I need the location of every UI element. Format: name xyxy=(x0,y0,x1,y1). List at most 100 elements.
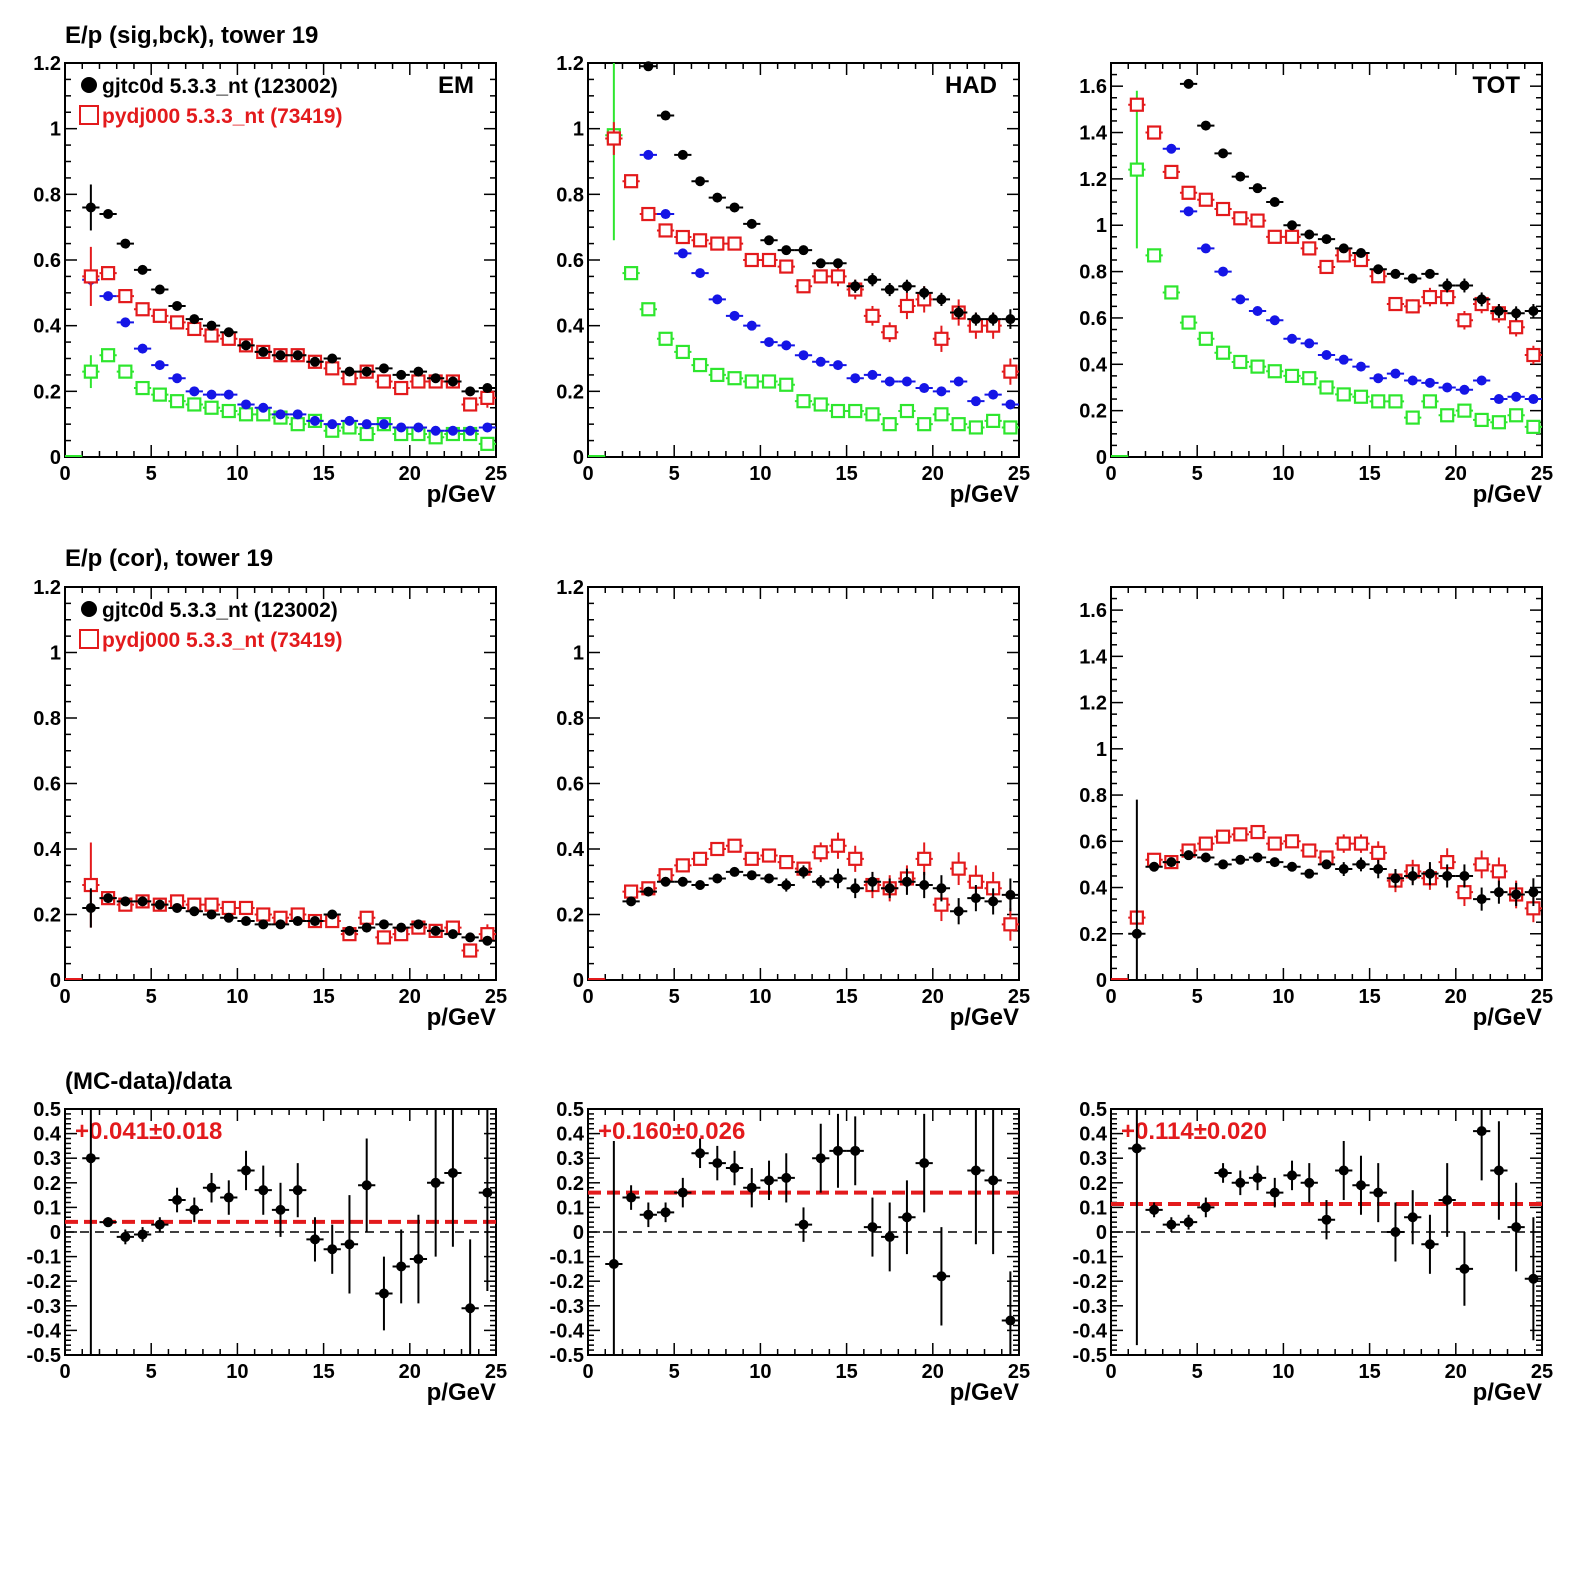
data-point xyxy=(623,266,639,281)
data-point xyxy=(815,258,826,269)
data-point xyxy=(1215,345,1231,360)
data-point xyxy=(361,922,372,933)
data-point xyxy=(85,202,96,213)
series-black-dot xyxy=(1179,78,1542,321)
data-point xyxy=(465,932,476,943)
data-point xyxy=(1164,285,1179,300)
data-point xyxy=(677,876,688,887)
data-point xyxy=(482,935,493,946)
data-point xyxy=(1183,1217,1194,1228)
data-point xyxy=(256,907,271,922)
data-point xyxy=(1287,333,1298,344)
data-point xyxy=(1390,873,1401,884)
data-point xyxy=(103,893,114,904)
legend-label-data: gjtc0d 5.3.3_nt (123002) xyxy=(102,599,338,622)
data-point xyxy=(1388,296,1403,312)
data-point xyxy=(1336,836,1351,851)
y-tick-label: 0 xyxy=(1096,447,1107,469)
data-point xyxy=(1250,213,1265,228)
data-point xyxy=(850,883,861,894)
data-point xyxy=(344,415,355,426)
data-point xyxy=(936,294,947,305)
data-point xyxy=(710,236,725,251)
data-point xyxy=(1509,408,1524,423)
data-point xyxy=(1390,368,1401,379)
data-point xyxy=(675,229,690,245)
data-point xyxy=(327,1244,338,1255)
data-point xyxy=(275,919,286,930)
data-point xyxy=(623,174,639,189)
data-point xyxy=(675,858,690,873)
data-point xyxy=(1269,1187,1280,1198)
data-point xyxy=(1149,861,1160,872)
y-tick-label: 1.2 xyxy=(556,577,584,599)
data-point xyxy=(1304,338,1315,349)
data-point xyxy=(413,1254,424,1265)
data-point xyxy=(695,268,706,279)
data-point xyxy=(172,902,183,913)
x-tick-label: 0 xyxy=(1105,1361,1116,1383)
data-point xyxy=(1183,850,1194,861)
y-tick-label: 1.2 xyxy=(556,53,584,75)
data-point xyxy=(1442,870,1453,881)
x-tick-label: 5 xyxy=(669,986,680,1008)
data-point xyxy=(120,896,131,907)
data-point xyxy=(1215,829,1231,844)
data-point xyxy=(1319,380,1334,395)
y-tick-label: 0.6 xyxy=(1079,308,1107,330)
data-point xyxy=(1424,1239,1435,1250)
data-point xyxy=(223,912,234,923)
series-green-open xyxy=(1128,90,1542,434)
data-point xyxy=(309,916,320,927)
data-point xyxy=(378,919,389,930)
data-point xyxy=(238,407,254,422)
data-point xyxy=(695,176,706,187)
data-point xyxy=(1218,1167,1229,1178)
panel-row1-TOT: 0 5 10 15 20 25p/GeV 0 0.2 0.4 0.6 0.8 1 1.2 1.4 1.6 TO… xyxy=(1079,62,1553,508)
data-point xyxy=(103,209,114,220)
data-point xyxy=(884,1231,895,1242)
data-point xyxy=(1526,347,1541,363)
data-point xyxy=(1287,861,1298,872)
data-point xyxy=(867,876,878,887)
data-point xyxy=(1304,868,1315,879)
data-point xyxy=(1459,280,1470,291)
data-point xyxy=(899,403,915,419)
legend-label-data: gjtc0d 5.3.3_nt (123002) xyxy=(102,75,338,98)
data-point xyxy=(120,238,131,249)
data-point xyxy=(1287,1170,1298,1181)
data-point xyxy=(290,417,305,432)
data-point xyxy=(344,925,355,936)
x-tick-label: 20 xyxy=(922,1361,944,1383)
x-tick-label: 15 xyxy=(835,986,857,1008)
data-point xyxy=(413,366,424,377)
data-point xyxy=(241,1165,252,1176)
x-tick-label: 15 xyxy=(312,1361,334,1383)
y-tick-label: 0.4 xyxy=(33,1124,62,1146)
data-point xyxy=(1269,197,1280,208)
data-point xyxy=(85,902,96,913)
data-point xyxy=(660,876,671,887)
data-point xyxy=(919,880,930,891)
data-point xyxy=(1442,280,1453,291)
data-point xyxy=(137,1229,148,1240)
data-point xyxy=(172,1195,183,1206)
x-tick-label: 0 xyxy=(582,1361,593,1383)
y-tick-label: 1.6 xyxy=(1079,76,1107,98)
data-point xyxy=(221,900,236,916)
plot-panels: 0 5 10 15 20 25p/GeV00.20.40.60.811.2EMgjtc0d… xyxy=(27,53,1554,1406)
data-point xyxy=(970,893,981,904)
data-point xyxy=(1164,164,1179,180)
y-tick-label: 0.4 xyxy=(1079,354,1108,376)
series-black-dot xyxy=(82,1109,496,1355)
row-title-cor: E/p (cor), tower 19 xyxy=(65,545,273,572)
data-point xyxy=(692,851,708,866)
data-point xyxy=(1129,162,1144,177)
data-point xyxy=(1304,1177,1315,1188)
data-point xyxy=(1218,859,1229,870)
data-point xyxy=(951,861,966,876)
y-tick-label: 0.4 xyxy=(556,1124,585,1146)
data-point xyxy=(154,1219,165,1230)
x-tick-label: 20 xyxy=(399,463,421,485)
data-point xyxy=(764,337,775,348)
